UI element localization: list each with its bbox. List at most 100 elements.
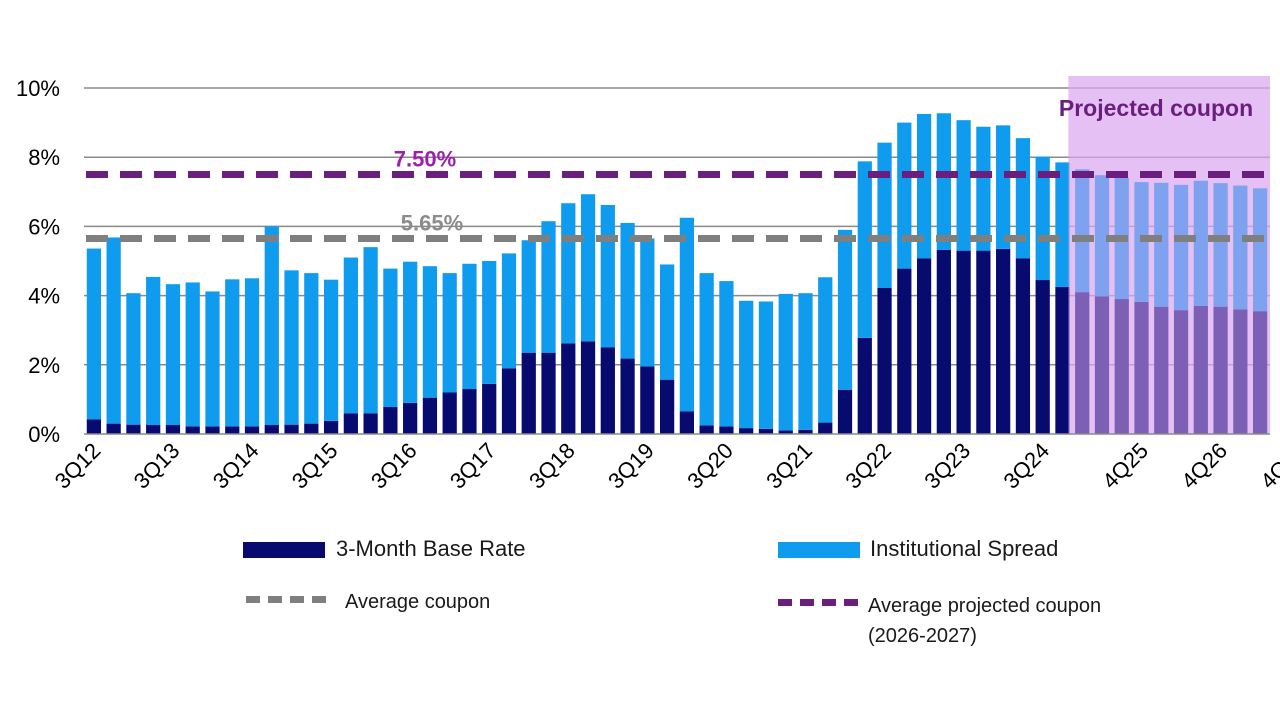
y-tick-3: 6%: [28, 214, 60, 239]
bar-base-rate-49: [1055, 286, 1070, 434]
bar-spread-22: [521, 240, 536, 353]
x-tick-2: 3Q14: [208, 438, 264, 494]
bar-base-rate-19: [462, 389, 477, 434]
legend-label-avg-projected-line1: Average projected coupon: [868, 595, 1102, 617]
bar-spread-39: [857, 161, 872, 338]
legend-swatch-avg-coupon: [246, 596, 326, 603]
x-tick-15: 4Q27: [1255, 438, 1280, 494]
legend-label-base-rate: 3-Month Base Rate: [336, 536, 526, 561]
legend-swatch-base-rate: [243, 542, 325, 558]
x-tick-labels: 3Q12 3Q13 3Q14 3Q15 3Q16 3Q17 3Q18 3Q19 3Q20 3Q21…: [50, 438, 1280, 494]
bar-base-rate-20: [482, 383, 497, 434]
y-tick-2: 4%: [28, 284, 60, 309]
bar-base-rate-39: [857, 337, 872, 434]
bar-base-rate-10: [284, 424, 299, 434]
bar-base-rate-8: [244, 426, 260, 434]
bar-base-rate-46: [996, 248, 1011, 434]
projected-coupon-label: Projected coupon: [1059, 95, 1253, 121]
reference-label-1: 7.50%: [394, 147, 456, 172]
x-tick-13: 4Q25: [1097, 438, 1153, 494]
bar-base-rate-5: [185, 426, 200, 434]
y-tick-4: 8%: [28, 145, 60, 170]
bar-spread-49: [1055, 162, 1070, 287]
x-tick-5: 3Q17: [445, 438, 501, 494]
bar-base-rate-1: [106, 423, 121, 434]
bar-spread-26: [600, 204, 615, 348]
bar-base-rate-4: [165, 425, 181, 434]
x-tick-7: 3Q19: [603, 438, 659, 494]
bar-base-rate-28: [640, 366, 655, 434]
bar-base-rate-11: [304, 423, 319, 434]
bar-base-rate-22: [521, 352, 536, 434]
bar-spread-8: [244, 278, 260, 427]
bar-spread-42: [916, 113, 932, 259]
bar-base-rate-37: [818, 422, 833, 434]
bar-base-rate-33: [739, 428, 754, 434]
bar-spread-46: [996, 125, 1011, 249]
bar-base-rate-13: [343, 413, 358, 434]
bar-spread-6: [205, 291, 220, 427]
bar-base-rate-47: [1015, 258, 1031, 434]
x-tick-12: 3Q24: [998, 438, 1054, 494]
bar-base-rate-35: [778, 430, 793, 434]
bar-spread-35: [778, 293, 793, 431]
bar-base-rate-7: [225, 426, 240, 434]
bar-spread-45: [976, 126, 991, 251]
bar-spread-14: [363, 247, 378, 414]
bar-spread-19: [462, 263, 477, 390]
projected-region-overlay: [1068, 76, 1270, 434]
legend-swatch-avg-projected: [778, 599, 858, 606]
bar-spread-9: [264, 226, 279, 426]
bar-base-rate-25: [580, 341, 596, 434]
bar-spread-10: [284, 270, 299, 425]
bar-base-rate-23: [541, 352, 556, 434]
x-tick-1: 3Q13: [129, 438, 185, 494]
bar-base-rate-21: [501, 368, 517, 434]
bar-spread-47: [1015, 138, 1031, 259]
bar-spread-40: [877, 142, 892, 288]
reference-label-0: 5.65%: [401, 211, 463, 236]
x-tick-3: 3Q15: [287, 438, 343, 494]
bar-base-rate-48: [1035, 280, 1050, 434]
y-tick-5: 10%: [16, 76, 60, 101]
bar-spread-25: [580, 194, 596, 342]
bar-spread-43: [936, 113, 951, 250]
x-tick-9: 3Q21: [761, 438, 817, 494]
bar-spread-29: [660, 264, 675, 380]
bar-spread-41: [897, 122, 912, 269]
y-tick-1: 2%: [28, 353, 60, 378]
bar-base-rate-9: [264, 425, 279, 434]
bar-spread-32: [719, 281, 734, 427]
bar-base-rate-38: [837, 389, 853, 434]
bar-spread-37: [818, 277, 833, 423]
bar-spread-38: [837, 229, 853, 390]
bar-spread-44: [956, 120, 971, 251]
bar-base-rate-30: [679, 411, 694, 434]
bar-spread-12: [323, 279, 339, 421]
bar-spread-15: [383, 268, 398, 408]
bar-base-rate-16: [403, 402, 418, 434]
legend-label-avg-projected: Average projected coupon (2026-2027): [868, 591, 1101, 651]
bar-base-rate-15: [383, 407, 398, 434]
bar-spread-20: [482, 261, 497, 384]
x-tick-14: 4Q26: [1176, 438, 1232, 494]
bar-base-rate-6: [205, 426, 220, 434]
bar-base-rate-2: [126, 424, 141, 434]
bar-base-rate-29: [660, 379, 675, 434]
x-tick-10: 3Q22: [840, 438, 896, 494]
bar-spread-16: [403, 261, 418, 403]
bar-spread-23: [541, 221, 556, 353]
bar-base-rate-41: [897, 268, 912, 434]
bar-spread-34: [758, 301, 774, 429]
bar-base-rate-31: [699, 425, 714, 434]
bar-spread-18: [442, 273, 457, 393]
bar-spread-7: [225, 279, 240, 427]
bar-base-rate-27: [620, 358, 635, 434]
bar-base-rate-44: [956, 250, 971, 434]
bar-spread-2: [126, 293, 141, 425]
bar-base-rate-26: [600, 347, 615, 434]
legend-label-spread: Institutional Spread: [870, 536, 1059, 561]
bar-spread-21: [501, 253, 517, 369]
bar-base-rate-12: [323, 420, 339, 434]
legend-label-avg-projected-line2: (2026-2027): [868, 625, 977, 647]
